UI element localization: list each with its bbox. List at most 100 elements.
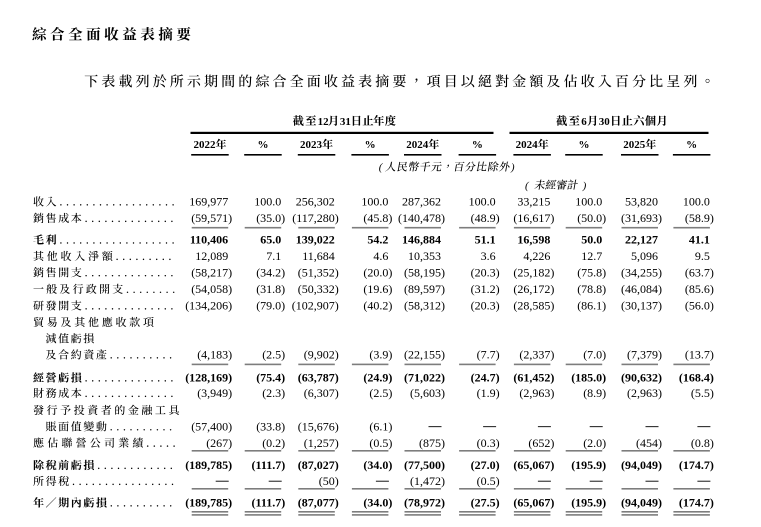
- svg-text:(174.7): (174.7): [679, 458, 714, 472]
- svg-text:(78.8): (78.8): [577, 282, 606, 296]
- svg-text:100.0: 100.0: [469, 195, 496, 209]
- svg-text:9.5: 9.5: [695, 249, 710, 263]
- svg-text:(48.9): (48.9): [471, 211, 500, 225]
- svg-text:(0.5): (0.5): [477, 474, 500, 488]
- svg-text:(63.7): (63.7): [685, 265, 714, 279]
- svg-text:33,215: 33,215: [517, 195, 550, 209]
- svg-text:(8.9): (8.9): [583, 386, 606, 400]
- svg-text:(77,500): (77,500): [404, 458, 445, 472]
- svg-text:(30,137): (30,137): [621, 299, 662, 313]
- svg-text:(3,949): (3,949): [197, 386, 232, 400]
- svg-text:(: (: [525, 180, 530, 192]
- svg-text:(79.0): (79.0): [256, 299, 285, 313]
- svg-text:(1.9): (1.9): [477, 386, 500, 400]
- svg-text:(71,022): (71,022): [404, 371, 445, 385]
- svg-text:(35.0): (35.0): [256, 211, 285, 225]
- svg-text:(2.0): (2.0): [583, 436, 606, 450]
- svg-text:(85.6): (85.6): [685, 282, 714, 296]
- svg-text:(5.5): (5.5): [691, 386, 714, 400]
- svg-text:(65,067): (65,067): [513, 458, 554, 472]
- svg-text:2022: 2022: [193, 139, 216, 151]
- svg-text:(1,257): (1,257): [304, 436, 339, 450]
- svg-text:(54,058): (54,058): [191, 282, 232, 296]
- svg-text:(189,785): (189,785): [185, 458, 232, 472]
- svg-text:): ): [582, 180, 587, 192]
- svg-text:(6,307): (6,307): [304, 386, 339, 400]
- svg-text:100.0: 100.0: [575, 195, 602, 209]
- svg-text:(7.7): (7.7): [477, 348, 500, 362]
- svg-text:3.6: 3.6: [481, 249, 496, 263]
- svg-text:(94,049): (94,049): [621, 496, 662, 510]
- svg-text:(90,632): (90,632): [621, 371, 662, 385]
- svg-text:(174.7): (174.7): [679, 496, 714, 510]
- svg-text:65.0: 65.0: [260, 233, 281, 247]
- svg-text:(19.6): (19.6): [363, 282, 392, 296]
- svg-text:51.1: 51.1: [475, 233, 496, 247]
- svg-text:146,884: 146,884: [402, 233, 441, 247]
- svg-text:4.6: 4.6: [373, 249, 388, 263]
- svg-text:): ): [510, 162, 515, 174]
- svg-text:(59,571): (59,571): [191, 211, 232, 225]
- svg-text:(34.0): (34.0): [363, 458, 392, 472]
- svg-text:256,302: 256,302: [296, 195, 335, 209]
- svg-text:(102,907): (102,907): [292, 299, 339, 313]
- svg-text:(0.2): (0.2): [262, 436, 285, 450]
- svg-text:12: 12: [318, 116, 330, 128]
- svg-text:(195.9): (195.9): [571, 458, 606, 472]
- svg-text:(45.8): (45.8): [363, 211, 392, 225]
- svg-text:(13.7): (13.7): [685, 348, 714, 362]
- svg-text:(20.3): (20.3): [471, 265, 500, 279]
- svg-text:(31.8): (31.8): [256, 282, 285, 296]
- svg-text:41.1: 41.1: [689, 233, 710, 247]
- svg-text:2024: 2024: [516, 139, 539, 151]
- svg-text:16,598: 16,598: [517, 233, 550, 247]
- svg-text:(2,963): (2,963): [519, 386, 554, 400]
- svg-text:(0.8): (0.8): [691, 436, 714, 450]
- svg-text:(34.0): (34.0): [363, 496, 392, 510]
- svg-text:(65,067): (65,067): [513, 496, 554, 510]
- svg-text:(2,963): (2,963): [627, 386, 662, 400]
- svg-text:139,022: 139,022: [296, 233, 335, 247]
- svg-text:(51,352): (51,352): [298, 265, 339, 279]
- svg-text:(50): (50): [319, 474, 339, 488]
- svg-text:(31.2): (31.2): [471, 282, 500, 296]
- svg-text:(267): (267): [206, 436, 232, 450]
- svg-text:(58,217): (58,217): [191, 265, 232, 279]
- svg-text:(4,183): (4,183): [197, 348, 232, 362]
- svg-text:(1,472): (1,472): [410, 474, 445, 488]
- svg-text:(86.1): (86.1): [577, 299, 606, 313]
- svg-text:53,820: 53,820: [625, 195, 658, 209]
- svg-text:(0.5): (0.5): [369, 436, 392, 450]
- svg-text:100.0: 100.0: [361, 195, 388, 209]
- svg-text:(22,155): (22,155): [404, 348, 445, 362]
- svg-text:(78,972): (78,972): [404, 496, 445, 510]
- svg-text:(24.7): (24.7): [471, 371, 500, 385]
- svg-text:(89,597): (89,597): [404, 282, 445, 296]
- svg-text:169,977: 169,977: [189, 195, 228, 209]
- svg-text:(87,077): (87,077): [298, 496, 339, 510]
- svg-text:(40.2): (40.2): [363, 299, 392, 313]
- svg-text:(46,084): (46,084): [621, 282, 662, 296]
- svg-text:(87,027): (87,027): [298, 458, 339, 472]
- svg-text:%: %: [472, 139, 483, 151]
- svg-text:(5,603): (5,603): [410, 386, 445, 400]
- svg-text:22,127: 22,127: [625, 233, 658, 247]
- svg-text:(2.5): (2.5): [369, 386, 392, 400]
- svg-text:50.0: 50.0: [581, 233, 602, 247]
- svg-text:%: %: [686, 139, 697, 151]
- svg-text:(61,452): (61,452): [513, 371, 554, 385]
- svg-text:(20.3): (20.3): [471, 299, 500, 313]
- svg-text:(128,169): (128,169): [185, 371, 232, 385]
- svg-text:287,362: 287,362: [402, 195, 441, 209]
- svg-text:100.0: 100.0: [254, 195, 281, 209]
- svg-text:(168.4): (168.4): [679, 371, 714, 385]
- svg-text:(50.0): (50.0): [577, 211, 606, 225]
- svg-text:(34,255): (34,255): [621, 265, 662, 279]
- svg-text:(56.0): (56.0): [685, 299, 714, 313]
- svg-text:12.7: 12.7: [581, 249, 602, 263]
- svg-text:(0.3): (0.3): [477, 436, 500, 450]
- svg-text:(16,617): (16,617): [513, 211, 554, 225]
- svg-text:100.0: 100.0: [683, 195, 710, 209]
- svg-text:7.1: 7.1: [266, 249, 281, 263]
- svg-text:110,406: 110,406: [190, 233, 228, 247]
